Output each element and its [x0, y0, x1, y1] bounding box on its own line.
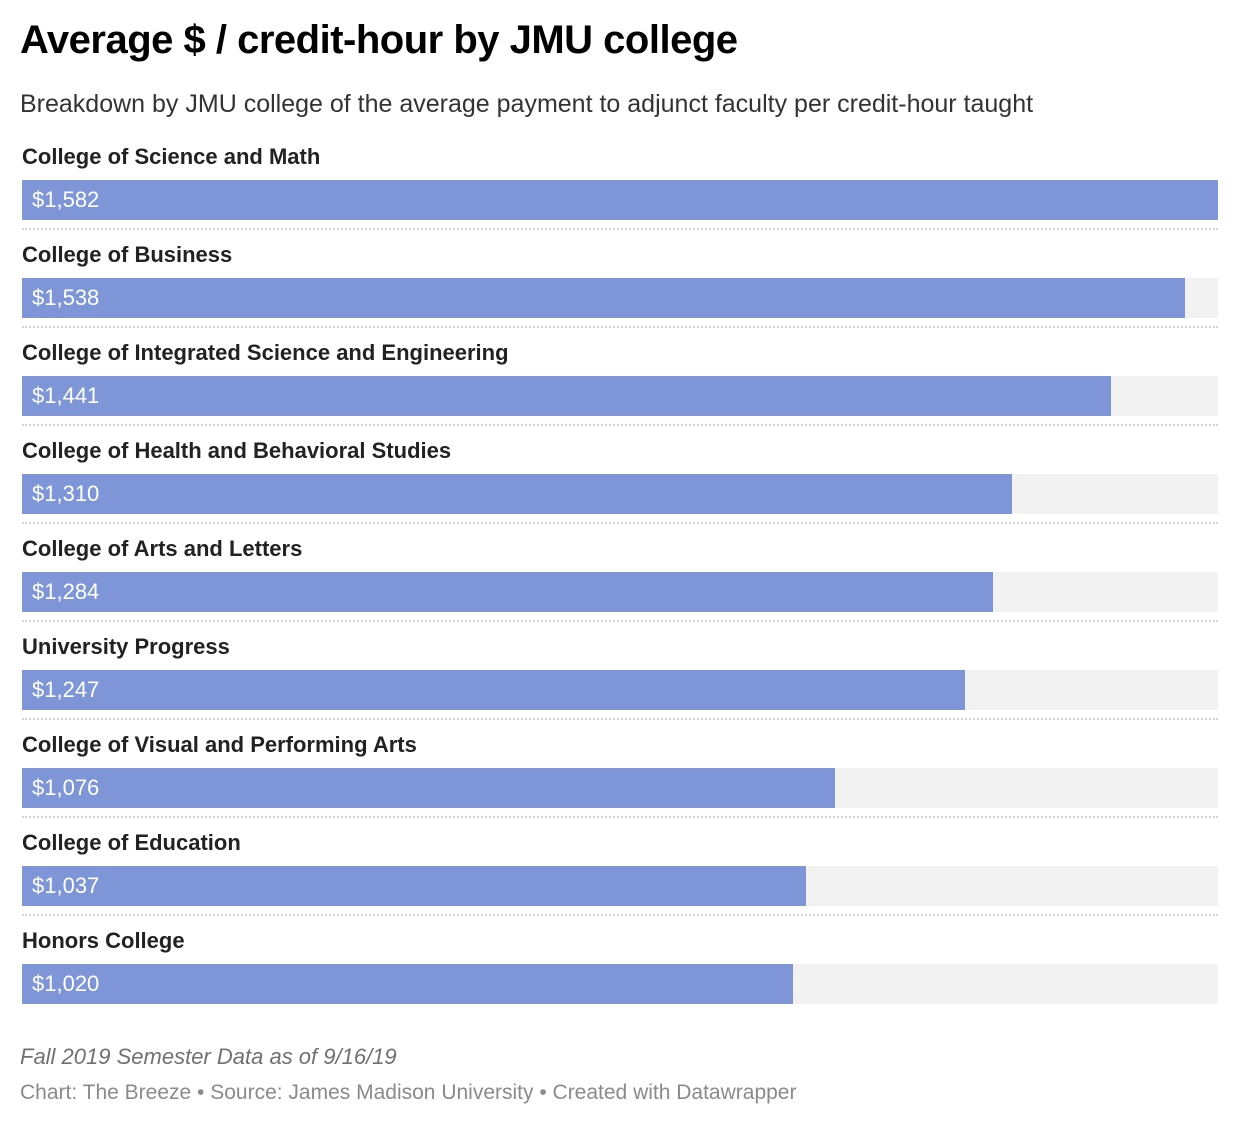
- bar-track: $1,037: [22, 866, 1218, 906]
- bar-row: College of Education $1,037: [22, 824, 1218, 922]
- chart-subtitle: Breakdown by JMU college of the average …: [20, 90, 1034, 118]
- chart-credits: Chart: The Breeze • Source: James Madiso…: [20, 1081, 797, 1104]
- bar-chart: College of Science and Math $1,582 College…: [22, 138, 1218, 1020]
- bar-track: $1,582: [22, 180, 1218, 220]
- bar: [22, 866, 806, 906]
- bar: [22, 572, 993, 612]
- bar-row: College of Business $1,538: [22, 236, 1218, 334]
- category-label: College of Health and Behavioral Studies: [22, 438, 452, 463]
- category-label: College of Visual and Performing Arts: [22, 732, 417, 757]
- row-separator: [22, 424, 1218, 426]
- row-separator: [22, 718, 1218, 720]
- category-label: College of Education: [22, 830, 241, 855]
- bar: [22, 768, 835, 808]
- category-label: University Progress: [22, 634, 230, 659]
- bar-track: $1,284: [22, 572, 1218, 612]
- row-separator: [22, 620, 1218, 622]
- bar-row: Honors College $1,020: [22, 922, 1218, 1020]
- value-label: $1,076: [32, 775, 100, 800]
- category-label: College of Integrated Science and Engine…: [22, 340, 509, 365]
- bar-row: College of Arts and Letters $1,284: [22, 530, 1218, 628]
- category-label: Honors College: [22, 928, 185, 953]
- bar: [22, 376, 1111, 416]
- bar: [22, 964, 793, 1004]
- value-label: $1,441: [32, 383, 100, 408]
- category-label: College of Science and Math: [22, 144, 321, 169]
- value-label: $1,310: [32, 481, 100, 506]
- bar-track: $1,441: [22, 376, 1218, 416]
- bar-row: College of Science and Math $1,582: [22, 138, 1218, 236]
- category-label: College of Business: [22, 242, 233, 267]
- row-separator: [22, 326, 1218, 328]
- bar: [22, 670, 965, 710]
- row-separator: [22, 228, 1218, 230]
- bar-row: College of Integrated Science and Engine…: [22, 334, 1218, 432]
- value-label: $1,582: [32, 187, 100, 212]
- bar-row: College of Visual and Performing Arts $1,…: [22, 726, 1218, 824]
- value-label: $1,284: [32, 579, 100, 604]
- bar-track: $1,247: [22, 670, 1218, 710]
- row-separator: [22, 522, 1218, 524]
- data-note: Fall 2019 Semester Data as of 9/16/19: [20, 1044, 397, 1069]
- row-separator: [22, 914, 1218, 916]
- value-label: $1,020: [32, 971, 100, 996]
- chart-title: Average $ / credit-hour by JMU college: [20, 18, 738, 62]
- value-label: $1,538: [32, 285, 100, 310]
- bar: [22, 278, 1185, 318]
- category-label: College of Arts and Letters: [22, 536, 303, 561]
- bar-track: $1,310: [22, 474, 1218, 514]
- value-label: $1,037: [32, 873, 100, 898]
- value-label: $1,247: [32, 677, 100, 702]
- bar-row: University Progress $1,247: [22, 628, 1218, 726]
- bar-track: $1,076: [22, 768, 1218, 808]
- bar: [22, 180, 1218, 220]
- bar-row: College of Health and Behavioral Studies…: [22, 432, 1218, 530]
- bar: [22, 474, 1012, 514]
- row-separator: [22, 816, 1218, 818]
- bar-track: $1,020: [22, 964, 1218, 1004]
- bar-track: $1,538: [22, 278, 1218, 318]
